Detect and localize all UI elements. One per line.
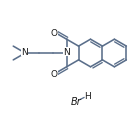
Text: O: O (51, 28, 58, 37)
Text: N: N (63, 48, 70, 56)
Text: O: O (51, 70, 58, 79)
Text: H: H (84, 92, 90, 101)
Text: Br: Br (71, 96, 81, 106)
Text: N: N (21, 48, 28, 56)
